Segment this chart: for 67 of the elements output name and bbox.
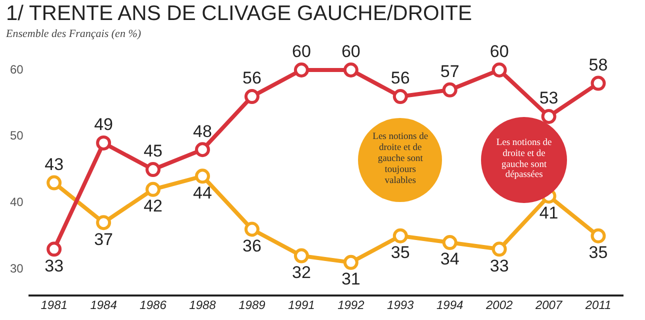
data-label: 48 — [193, 122, 212, 141]
point — [590, 76, 606, 91]
point — [146, 182, 161, 197]
point — [194, 168, 210, 184]
data-label: 58 — [588, 55, 608, 74]
data-label: 37 — [94, 230, 114, 249]
data-label: 33 — [490, 256, 509, 276]
chart-subtitle: Ensemble des Français (en %) — [6, 28, 142, 40]
point — [244, 222, 260, 237]
point — [146, 162, 161, 178]
x-tick-label: 1981 — [40, 298, 68, 312]
y-tick-label: 50 — [10, 128, 24, 143]
data-label: 60 — [490, 42, 509, 62]
point — [590, 228, 606, 244]
data-label: 60 — [292, 42, 311, 62]
point — [294, 248, 309, 264]
data-label: 32 — [292, 262, 311, 282]
data-label: 43 — [44, 154, 64, 174]
data-label: 45 — [144, 142, 162, 161]
data-label: 60 — [341, 42, 360, 62]
point — [194, 142, 210, 158]
x-tick-label: 2011 — [584, 298, 612, 312]
chart-title: 1/ TRENTE ANS DE CLIVAGE GAUCHE/DROITE — [6, 2, 472, 26]
point — [343, 254, 358, 270]
data-label: 34 — [440, 250, 460, 269]
point — [442, 235, 458, 250]
data-label: 36 — [242, 236, 262, 256]
data-label: 44 — [193, 183, 212, 202]
y-tick-label: 60 — [10, 62, 24, 76]
x-tick-label: 1989 — [238, 298, 266, 312]
x-tick-label: 1993 — [387, 298, 414, 312]
point — [96, 215, 112, 230]
data-label: 42 — [144, 196, 162, 216]
data-label: 35 — [390, 243, 410, 262]
x-tick-label: 1984 — [90, 298, 118, 312]
x-tick-label: 1992 — [338, 298, 365, 312]
data-label: 35 — [588, 243, 608, 262]
x-tick-label: 1991 — [288, 298, 315, 312]
data-label: 53 — [539, 88, 558, 108]
speech-bubble: Les notions de droite et de gauche sont toujours valables — [358, 118, 442, 202]
x-tick-label: 2002 — [484, 298, 513, 312]
point — [492, 242, 507, 257]
y-tick-label: 40 — [10, 195, 24, 210]
data-label: 56 — [242, 68, 262, 88]
x-tick-label: 1986 — [140, 298, 167, 312]
data-label: 33 — [44, 256, 64, 276]
point — [442, 82, 458, 98]
x-tick-label: 2007 — [534, 298, 564, 312]
data-label: 56 — [390, 68, 410, 88]
point — [392, 89, 408, 104]
point — [46, 242, 62, 257]
point — [294, 62, 309, 78]
point — [343, 62, 358, 78]
data-label: 41 — [539, 203, 558, 222]
point — [96, 135, 112, 150]
point — [244, 89, 260, 104]
point — [46, 175, 62, 190]
speech-bubble: Les notions de droite et de gauche sont dépassées — [481, 116, 568, 203]
point — [392, 228, 408, 244]
data-label: 57 — [440, 62, 460, 82]
y-tick-label: 30 — [10, 261, 24, 276]
data-label: 49 — [94, 115, 114, 134]
x-tick-label: 1994 — [436, 298, 464, 312]
x-tick-label: 1988 — [189, 298, 216, 312]
point — [541, 108, 556, 124]
data-label: 31 — [341, 270, 360, 289]
point — [492, 62, 507, 78]
